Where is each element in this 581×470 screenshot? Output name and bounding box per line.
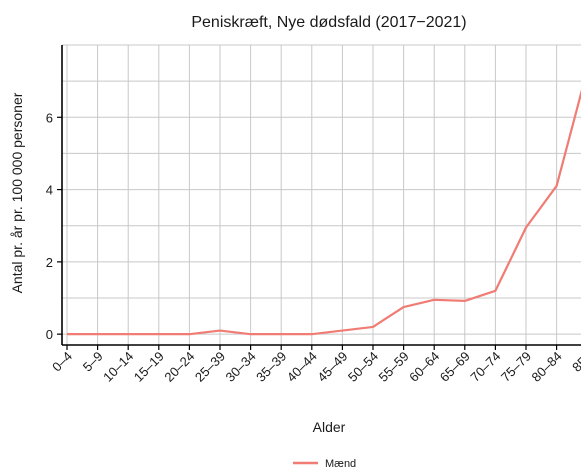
x-tick-label: 10–14 — [100, 349, 136, 385]
x-tick-label: 65–69 — [437, 349, 473, 385]
legend-label: Mænd — [325, 458, 356, 470]
x-tick-label: 45–49 — [314, 349, 350, 385]
y-tick-label: 4 — [46, 183, 53, 198]
chart-title: Peniskræft, Nye dødsfald (2017−2021) — [191, 14, 466, 31]
x-tick-label: 5–9 — [80, 349, 106, 375]
x-tick-label: 60–64 — [406, 349, 442, 385]
x-axis-label: Alder — [313, 419, 346, 435]
x-tick-label: 0–4 — [49, 349, 75, 375]
plot-area: 0 2 4 6 0–4 5–910–1415–1920–2425–3930–3435–39… — [46, 44, 581, 385]
x-tick-label: 75–79 — [498, 349, 534, 385]
x-tick-label: 20–24 — [161, 349, 197, 385]
x-tick-label: 15–19 — [131, 349, 167, 385]
y-tick-label: 2 — [46, 255, 53, 270]
x-tick-label: 35–39 — [253, 349, 289, 385]
x-tick-label: 40–44 — [284, 349, 320, 385]
legend: Mænd — [293, 458, 356, 470]
y-axis-label: Antal pr. år pr. 100 000 personer — [9, 92, 25, 293]
x-tick-label: 30–34 — [223, 349, 259, 385]
x-tick-label: 55–59 — [376, 349, 412, 385]
series-line — [67, 89, 581, 336]
x-tick-label: 85+ — [569, 349, 581, 375]
x-tick-label: 80–84 — [529, 349, 565, 385]
y-tick-label: 6 — [46, 110, 53, 125]
x-tick-label: 50–54 — [345, 349, 381, 385]
y-tick-label: 0 — [46, 327, 53, 342]
x-tick-label: 25–39 — [192, 349, 228, 385]
x-tick-label: 70–74 — [467, 349, 503, 385]
